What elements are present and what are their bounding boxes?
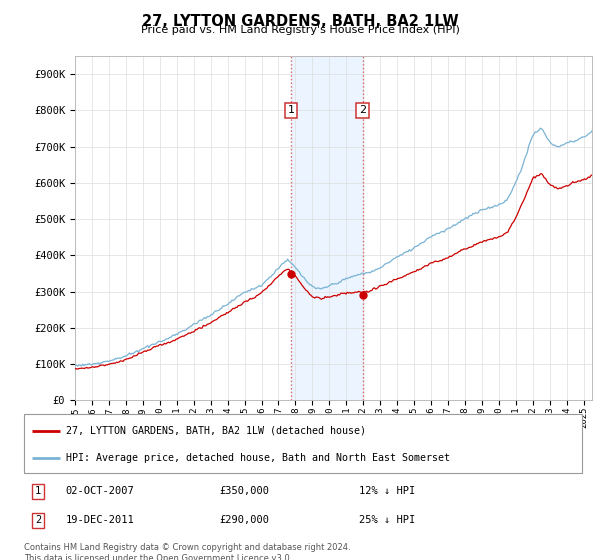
Text: 2: 2 [359, 105, 367, 115]
Text: 02-OCT-2007: 02-OCT-2007 [66, 487, 134, 496]
Text: 19-DEC-2011: 19-DEC-2011 [66, 515, 134, 525]
Text: £290,000: £290,000 [220, 515, 269, 525]
Bar [291, 56, 363, 400]
Text: 25% ↓ HPI: 25% ↓ HPI [359, 515, 415, 525]
FancyBboxPatch shape [24, 414, 582, 473]
Text: 1: 1 [288, 105, 295, 115]
Text: 12% ↓ HPI: 12% ↓ HPI [359, 487, 415, 496]
Text: 27, LYTTON GARDENS, BATH, BA2 1LW: 27, LYTTON GARDENS, BATH, BA2 1LW [142, 14, 458, 29]
Text: Contains HM Land Registry data © Crown copyright and database right 2024.
This d: Contains HM Land Registry data © Crown c… [24, 543, 350, 560]
Text: Price paid vs. HM Land Registry's House Price Index (HPI): Price paid vs. HM Land Registry's House … [140, 25, 460, 35]
Text: 1: 1 [35, 487, 41, 496]
Text: 2: 2 [35, 515, 41, 525]
Text: 27, LYTTON GARDENS, BATH, BA2 1LW (detached house): 27, LYTTON GARDENS, BATH, BA2 1LW (detac… [66, 426, 366, 436]
Text: £350,000: £350,000 [220, 487, 269, 496]
Text: HPI: Average price, detached house, Bath and North East Somerset: HPI: Average price, detached house, Bath… [66, 453, 450, 463]
